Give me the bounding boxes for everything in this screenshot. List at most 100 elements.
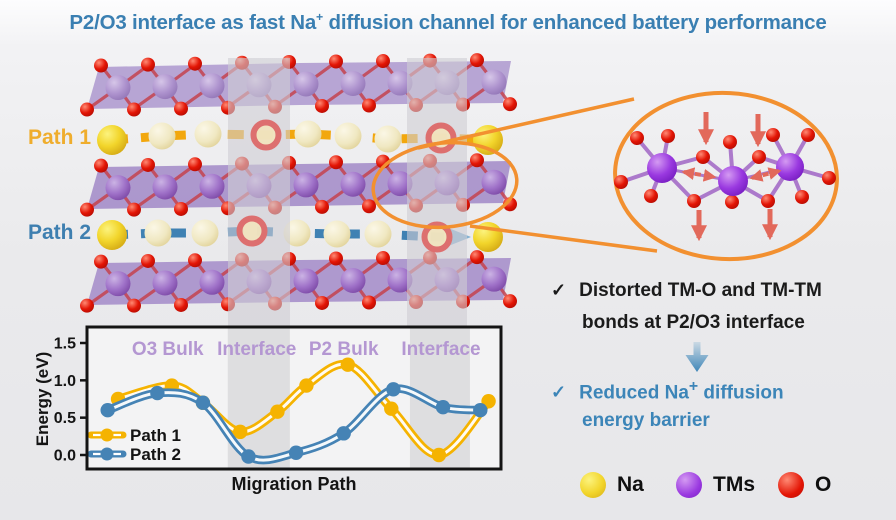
tm-atom: [199, 73, 225, 99]
bullet-2-line-2: energy barrier: [582, 410, 710, 431]
data-point-marker: [384, 401, 399, 416]
chart-legend-item: Path 1: [87, 426, 181, 445]
na-label: Na: [617, 473, 644, 496]
y-tick-label: 1.0: [54, 373, 76, 390]
o-atom: [362, 98, 376, 113]
data-point-marker: [270, 404, 285, 419]
tm-tm-distortion-arrow: [681, 167, 717, 182]
distortion-arrows: [681, 112, 782, 242]
chart-region-label: P2 Bulk: [309, 339, 379, 360]
na-atom-faded: [374, 125, 402, 153]
o-atom: [94, 254, 108, 269]
legend-item-tm: TMs: [676, 472, 755, 498]
tm-atom: [105, 75, 131, 101]
o-label: O: [815, 473, 832, 496]
o-atom: [141, 157, 155, 172]
na-atom: [97, 125, 127, 155]
tm-label: TMs: [713, 473, 755, 496]
o-atom: [329, 251, 343, 266]
tm-atom: [481, 169, 507, 195]
title-text-cont: diffusion channel for enhanced battery p…: [323, 10, 827, 34]
interface-highlight-band-right: [407, 58, 467, 332]
data-point-marker: [340, 357, 356, 372]
data-point-marker: [299, 378, 314, 393]
zoom-connector-bottom: [469, 224, 658, 253]
o-atom: [470, 153, 484, 168]
chart-legend-item: Path 2: [87, 445, 181, 464]
bullet-2-text-cont: diffusion: [698, 382, 784, 404]
tm-atom: [152, 174, 178, 200]
data-point-marker: [232, 424, 248, 440]
o-atom: [696, 150, 710, 164]
tm-tm-distortion-arrow: [749, 167, 782, 182]
o-atom: [644, 189, 658, 203]
o-atom: [174, 101, 188, 116]
title-text: P2/O3 interface as fast Na: [69, 10, 317, 34]
o-atom: [80, 202, 94, 217]
o-atom: [94, 158, 108, 173]
tm-atom: [199, 269, 225, 295]
o-atom: [141, 253, 155, 268]
na-atom-faded: [148, 122, 176, 150]
bullet-1-line-1: ✓ Distorted TM-O and TM-TM: [551, 280, 822, 302]
bullet-2-line-1: ✓ Reduced Na+ diffusion: [551, 378, 784, 404]
o-atom: [761, 194, 775, 208]
title-superscript: +: [316, 10, 324, 24]
zoom-ellipse-large: [613, 90, 839, 262]
o-atom: [362, 295, 376, 310]
data-point-marker: [336, 426, 351, 441]
tm-atom: [387, 171, 413, 197]
path-1-label: Path 1: [28, 126, 92, 149]
o-atom: [503, 97, 517, 112]
na-atom-faded: [144, 219, 172, 247]
tm-atom: [152, 74, 178, 100]
bullet-1-text: Distorted TM-O and TM-TM: [579, 280, 822, 301]
y-axis-label: Energy (eV): [35, 352, 52, 446]
o-atom: [188, 56, 202, 71]
tm-atom: [293, 268, 319, 294]
o-atom: [362, 199, 376, 214]
o-atom: [376, 251, 390, 266]
tm-atom: [481, 69, 507, 95]
na-path-2: [97, 219, 503, 252]
tm-atom: [340, 267, 366, 293]
bullet-1-line-2: bonds at P2/O3 interface: [582, 312, 805, 333]
tm-atom: [776, 153, 804, 181]
o-atom: [723, 135, 737, 149]
o-atom: [188, 157, 202, 172]
tm-atom: [293, 71, 319, 97]
o-atom: [141, 57, 155, 72]
data-point-marker: [431, 447, 447, 463]
vacancy-ring: [421, 221, 453, 253]
tm-atom: [105, 271, 131, 297]
o-atom: [822, 171, 836, 185]
arrow-down-icon: [685, 342, 709, 372]
o-atom: [752, 150, 766, 164]
series-path-2: [100, 382, 488, 465]
chart-region-label: Interface: [217, 339, 296, 360]
tm-atom: [152, 270, 178, 296]
tm-atom: [199, 173, 225, 199]
o-atom: [795, 190, 809, 204]
tm-atom: [105, 175, 131, 201]
na-atom-faded: [194, 120, 222, 148]
y-tick-label: 0.5: [54, 410, 76, 427]
o-atom: [188, 253, 202, 268]
tm-atom: [340, 70, 366, 96]
data-point-marker: [100, 402, 115, 418]
legend-series-label: Path 2: [130, 445, 181, 464]
distortion-callout: [371, 90, 839, 262]
figure-title: P2/O3 interface as fast Na+ diffusion ch…: [0, 10, 896, 35]
o-atom: [503, 294, 517, 309]
tm-atom: [387, 70, 413, 96]
legend-marker: [100, 447, 114, 461]
vacancy-ring: [250, 119, 282, 151]
o-atom: [80, 298, 94, 313]
interface-highlight-band-left: [228, 58, 290, 332]
vacancy-ring: [236, 215, 268, 247]
checkmark-icon: ✓: [551, 280, 567, 300]
tm-atom: [647, 153, 677, 183]
